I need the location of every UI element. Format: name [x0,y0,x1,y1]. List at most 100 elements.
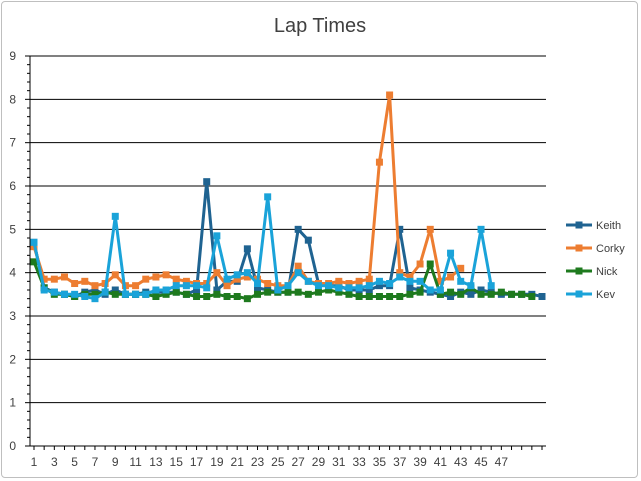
data-point-nick [386,293,394,300]
data-point-corky [335,277,343,285]
x-tick-label: 15 [170,455,184,469]
x-tick-label: 27 [291,455,305,469]
data-point-kev [233,271,241,279]
data-point-nick [518,290,526,298]
data-point-kev [386,280,394,287]
data-point-kev [203,284,211,292]
data-point-kev [243,269,251,277]
x-tick-label: 31 [332,455,346,469]
legend: Keith Corky Nick Kev [566,220,625,301]
data-point-kev [457,277,465,285]
y-tick-label: 0 [9,439,16,453]
data-point-nick [182,290,190,298]
data-point-keith [304,236,312,244]
x-tick-label: 35 [373,455,387,469]
data-point-corky [426,225,434,233]
x-tick-label: 33 [352,455,366,469]
data-point-nick [477,290,485,298]
legend-marker-keith [575,221,583,229]
data-point-kev [264,193,272,201]
data-point-keith [243,245,251,253]
data-point-kev [304,277,312,285]
x-tick-label: 3 [51,455,58,469]
data-point-nick [487,290,495,298]
y-tick-label: 3 [9,309,16,323]
data-point-nick [406,290,414,298]
y-tick-label: 9 [9,49,16,63]
data-point-keith [477,286,485,294]
data-point-nick [528,293,536,300]
data-point-nick [335,288,343,296]
data-point-corky [355,277,363,285]
data-point-kev [406,277,414,285]
data-point-nick [375,293,383,300]
data-point-keith [406,284,414,292]
data-point-kev [467,282,475,290]
data-point-kev [447,249,455,257]
data-point-nick [111,290,119,298]
data-point-nick [294,288,302,296]
data-point-keith [375,282,383,290]
data-point-nick [284,288,292,296]
data-point-keith [447,293,455,300]
data-point-kev [477,225,485,233]
data-point-keith [203,178,211,186]
x-tick-label: 39 [413,455,427,469]
data-point-corky [60,273,68,281]
data-point-kev [162,286,170,294]
series-line-kev [32,195,493,301]
y-tick-label: 6 [9,179,16,193]
data-point-corky [396,269,404,277]
data-point-keith [254,284,262,292]
data-point-kev [396,273,404,281]
data-point-kev [213,232,221,240]
data-point-corky [264,280,272,287]
data-point-nick [457,290,465,298]
data-point-nick [426,260,434,268]
data-point-keith [396,225,404,233]
data-point-nick [447,288,455,296]
chart-title: Lap Times [274,15,366,37]
data-point-kev [416,277,424,285]
data-point-nick [497,288,505,296]
y-tick-label: 8 [9,92,16,106]
data-point-kev [193,282,201,290]
data-point-nick [30,258,38,266]
x-tick-label: 37 [393,455,407,469]
x-tick-label: 5 [71,455,78,469]
data-point-corky [365,275,373,283]
y-tick-label: 4 [9,266,16,280]
data-point-nick [416,288,424,296]
data-point-corky [152,273,160,281]
data-point-kev [40,286,48,294]
data-point-kev [436,286,444,294]
data-point-nick [355,293,363,300]
data-point-corky [71,280,79,287]
data-point-kev [426,286,434,294]
data-point-corky [345,280,353,287]
data-point-kev [71,290,79,298]
data-point-kev [375,277,383,285]
data-point-corky [142,275,150,283]
legend-label-keith: Keith [596,220,621,232]
data-point-kev [284,282,292,290]
data-point-corky [162,271,170,279]
data-point-keith [213,286,221,294]
x-tick-label: 1 [31,455,38,469]
data-point-corky [243,273,251,281]
y-tick-label: 1 [9,396,16,410]
data-point-nick [203,293,211,300]
data-point-corky [172,275,180,283]
data-point-nick [508,290,516,298]
x-tick-label: 11 [129,455,142,469]
data-point-corky [50,275,58,283]
data-point-nick [304,290,312,298]
x-tick-label: 21 [231,455,245,469]
data-point-corky [386,91,394,99]
legend-label-corky: Corky [596,243,625,255]
data-point-keith [365,286,373,294]
x-tick-label: 9 [112,455,119,469]
x-tick-label: 25 [271,455,285,469]
